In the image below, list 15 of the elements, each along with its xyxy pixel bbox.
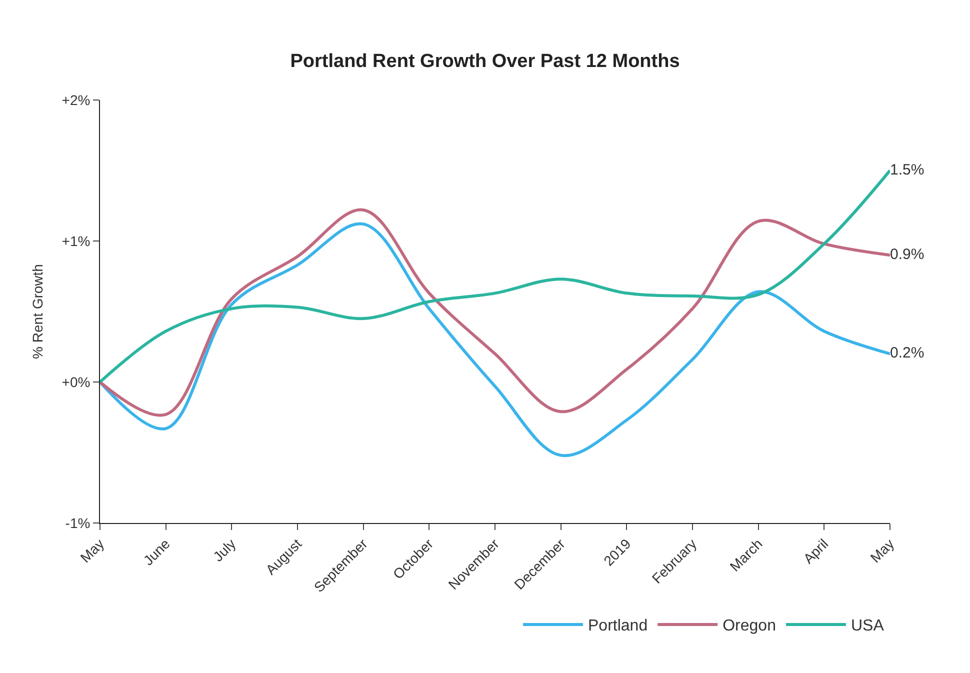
chart-title: Portland Rent Growth Over Past 12 Months (290, 51, 680, 72)
y-tick-label: +0% (62, 374, 90, 390)
y-tick-label: +1% (62, 232, 90, 249)
y-tick-label: +2% (62, 92, 90, 108)
line-series (100, 222, 890, 458)
y-axis-title: % Rent Growth (29, 264, 46, 359)
x-tick-label: May (867, 536, 898, 566)
line-series (100, 208, 890, 417)
data-label: 0.2% (890, 344, 924, 362)
x-tick-label: May (77, 536, 108, 566)
x-tick-label: July (210, 536, 239, 564)
data-label: 0.9% (890, 246, 924, 263)
y-tick-label: -1% (65, 514, 90, 531)
data-label: 1.5% (890, 161, 924, 178)
line-series (100, 169, 890, 384)
